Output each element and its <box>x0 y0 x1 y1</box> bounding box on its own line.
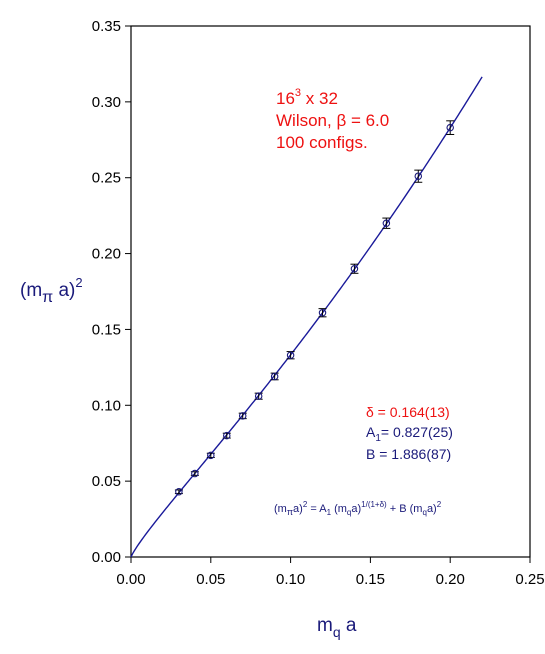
a1-value-text: A1= 0.827(25) <box>366 424 453 444</box>
data-point <box>190 469 199 478</box>
y-tick-label: 0.30 <box>92 94 121 111</box>
x-tick-label: 0.05 <box>196 571 225 588</box>
point-marker <box>446 123 454 132</box>
point-marker <box>254 392 263 400</box>
y-tick-label: 0.15 <box>92 321 121 338</box>
data-point <box>238 412 247 420</box>
b-value-text: B = 1.886(87) <box>366 446 451 462</box>
x-axis-label: mq a <box>317 615 357 640</box>
point-marker <box>270 372 279 381</box>
point-marker <box>191 469 199 478</box>
fit-curve <box>130 76 483 558</box>
x-tick-label: 0.15 <box>356 571 385 588</box>
x-tick-label: 0.25 <box>515 571 544 588</box>
y-tick-label: 0.25 <box>92 170 121 187</box>
point-marker <box>350 264 359 273</box>
data-point <box>414 169 423 183</box>
x-tick-label: 0.00 <box>116 571 145 588</box>
plot-frame <box>130 25 531 558</box>
data-point <box>254 392 263 400</box>
data-point <box>318 308 327 318</box>
point-marker <box>238 412 247 420</box>
fit-formula-text: (mπa)2 = A1 (mqa)1/(1+δ) + B (mqa)2 <box>274 500 442 517</box>
point-marker <box>318 308 327 317</box>
data-point <box>286 351 295 360</box>
y-tick-label: 0.00 <box>92 549 121 566</box>
x-tick-label: 0.10 <box>276 571 305 588</box>
point-marker <box>286 351 295 359</box>
delta-value-text: δ = 0.164(13) <box>366 404 450 420</box>
lattice-action-text: Wilson, β = 6.0 <box>276 111 389 130</box>
y-axis-label: (mπ a)2 <box>20 275 83 306</box>
lattice-size-text: 163 x 32 <box>276 87 338 108</box>
y-tick-label: 0.10 <box>92 397 121 414</box>
point-marker <box>414 172 423 180</box>
y-tick-label: 0.05 <box>92 473 121 490</box>
data-point <box>270 372 279 381</box>
point-marker <box>175 488 183 496</box>
y-axis-ticks: 0.00 0.05 0.10 0.15 0.20 0.25 0.30 0.35 <box>92 18 131 566</box>
data-point <box>174 488 183 496</box>
point-marker <box>382 219 391 227</box>
y-tick-label: 0.20 <box>92 246 121 263</box>
x-axis-ticks: 0.00 0.05 0.10 0.15 0.20 0.25 <box>116 557 545 588</box>
data-point <box>222 431 231 440</box>
y-tick-label: 0.35 <box>92 18 121 35</box>
data-point <box>350 263 359 274</box>
x-tick-label: 0.20 <box>436 571 465 588</box>
data-points <box>174 120 455 496</box>
point-marker <box>207 451 215 460</box>
data-point <box>206 451 215 460</box>
data-point <box>382 217 391 229</box>
point-marker <box>223 431 231 440</box>
data-point <box>446 120 455 135</box>
lattice-configs-text: 100 configs. <box>276 133 368 152</box>
